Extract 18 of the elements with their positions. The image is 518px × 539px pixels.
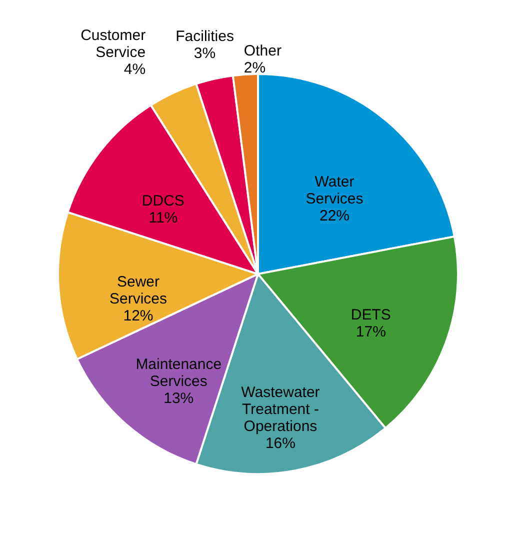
data-label: 17% xyxy=(356,324,386,341)
slice-label: DDCS xyxy=(142,192,184,210)
data-label: 12% xyxy=(123,308,154,325)
data-label: 4% xyxy=(124,61,146,78)
data-label: 16% xyxy=(265,434,296,452)
data-label: 13% xyxy=(164,390,194,408)
data-label: 22% xyxy=(319,208,350,225)
data-label: 3% xyxy=(194,44,216,62)
slice-label: DETS xyxy=(350,306,391,324)
slice-label: Other xyxy=(244,42,282,60)
data-label: 11% xyxy=(148,209,178,226)
slice-label: Facilities xyxy=(176,28,234,45)
slice-label: Wastewater Treatment - Operations xyxy=(241,384,320,435)
data-label: 2% xyxy=(244,59,266,76)
slice-label: Maintenance Services xyxy=(136,356,222,390)
slice-label: Customer Service xyxy=(80,27,146,62)
slice-label: Water Services xyxy=(306,174,364,208)
slice-label: Sewer Services xyxy=(109,274,167,308)
